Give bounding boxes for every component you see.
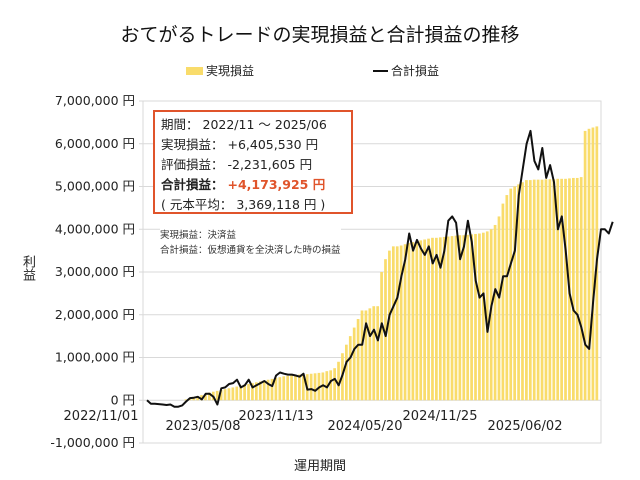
period-label: 期間： bbox=[161, 117, 199, 132]
unrealized-label: 評価損益： bbox=[161, 157, 224, 172]
svg-text:2025/06/02: 2025/06/02 bbox=[488, 419, 563, 434]
realized-row: 実現損益： +6,405,530 円 bbox=[161, 135, 351, 155]
svg-text:4,000,000 円: 4,000,000 円 bbox=[55, 221, 135, 236]
svg-text:2022/11/01: 2022/11/01 bbox=[64, 409, 139, 424]
svg-text:-1,000,000 円: -1,000,000 円 bbox=[50, 435, 135, 450]
svg-text:2023/11/13: 2023/11/13 bbox=[239, 409, 314, 424]
svg-text:3,000,000 円: 3,000,000 円 bbox=[55, 264, 135, 279]
summary-box: 期間： 2022/11 ～ 2025/06 実現損益： +6,405,530 円… bbox=[153, 110, 353, 214]
principal-row: ( 元本平均： 3,369,118 円 ) bbox=[161, 197, 326, 212]
y-axis-ticks: 7,000,000 円 6,000,000 円 5,000,000 円 4,000,0… bbox=[50, 93, 135, 450]
line-swatch-icon bbox=[373, 69, 388, 72]
note-realized: 実現損益：決済益 bbox=[160, 230, 237, 241]
period-row: 期間： 2022/11 ～ 2025/06 bbox=[161, 115, 351, 135]
total-value: +4,173,925 円 bbox=[227, 177, 326, 192]
legend-label-total: 合計損益 bbox=[391, 64, 440, 78]
y-axis-label: 利益 bbox=[20, 255, 35, 281]
realized-value: +6,405,530 円 bbox=[227, 137, 319, 152]
svg-text:2,000,000 円: 2,000,000 円 bbox=[55, 307, 135, 322]
legend-label-realized: 実現損益 bbox=[206, 64, 255, 78]
svg-text:2024/05/20: 2024/05/20 bbox=[328, 419, 403, 434]
chart-title: おてがるトレードの実現損益と合計損益の推移 bbox=[120, 24, 520, 46]
period-value: 2022/11 ～ 2025/06 bbox=[202, 117, 327, 132]
x-axis-label: 運用期間 bbox=[293, 459, 346, 474]
svg-text:2023/05/08: 2023/05/08 bbox=[166, 419, 241, 434]
realized-label: 実現損益： bbox=[161, 137, 224, 152]
notes: 実現損益：決済益 合計損益：仮想通貨を全決済した時の損益 bbox=[160, 228, 341, 258]
svg-text:5,000,000 円: 5,000,000 円 bbox=[55, 179, 135, 194]
svg-text:6,000,000 円: 6,000,000 円 bbox=[55, 136, 135, 151]
unrealized-value: -2,231,605 円 bbox=[227, 157, 313, 172]
bar-swatch-icon bbox=[186, 66, 203, 75]
svg-text:1,000,000 円: 1,000,000 円 bbox=[55, 350, 135, 365]
svg-text:2024/11/25: 2024/11/25 bbox=[403, 409, 478, 424]
svg-text:7,000,000 円: 7,000,000 円 bbox=[55, 93, 135, 108]
total-label: 合計損益： bbox=[161, 177, 224, 192]
svg-text:0 円: 0 円 bbox=[111, 392, 135, 407]
legend-item-total[interactable]: 合計損益 bbox=[373, 62, 439, 79]
total-pnl-line bbox=[146, 129, 614, 408]
unrealized-row: 評価損益： -2,231,605 円 bbox=[161, 155, 351, 175]
realized-bars bbox=[184, 126, 599, 401]
legend-item-realized[interactable]: 実現損益 bbox=[186, 62, 254, 79]
note-total: 合計損益：仮想通貨を全決済した時の損益 bbox=[160, 245, 341, 256]
total-row: 合計損益： +4,173,925 円 bbox=[161, 175, 351, 195]
